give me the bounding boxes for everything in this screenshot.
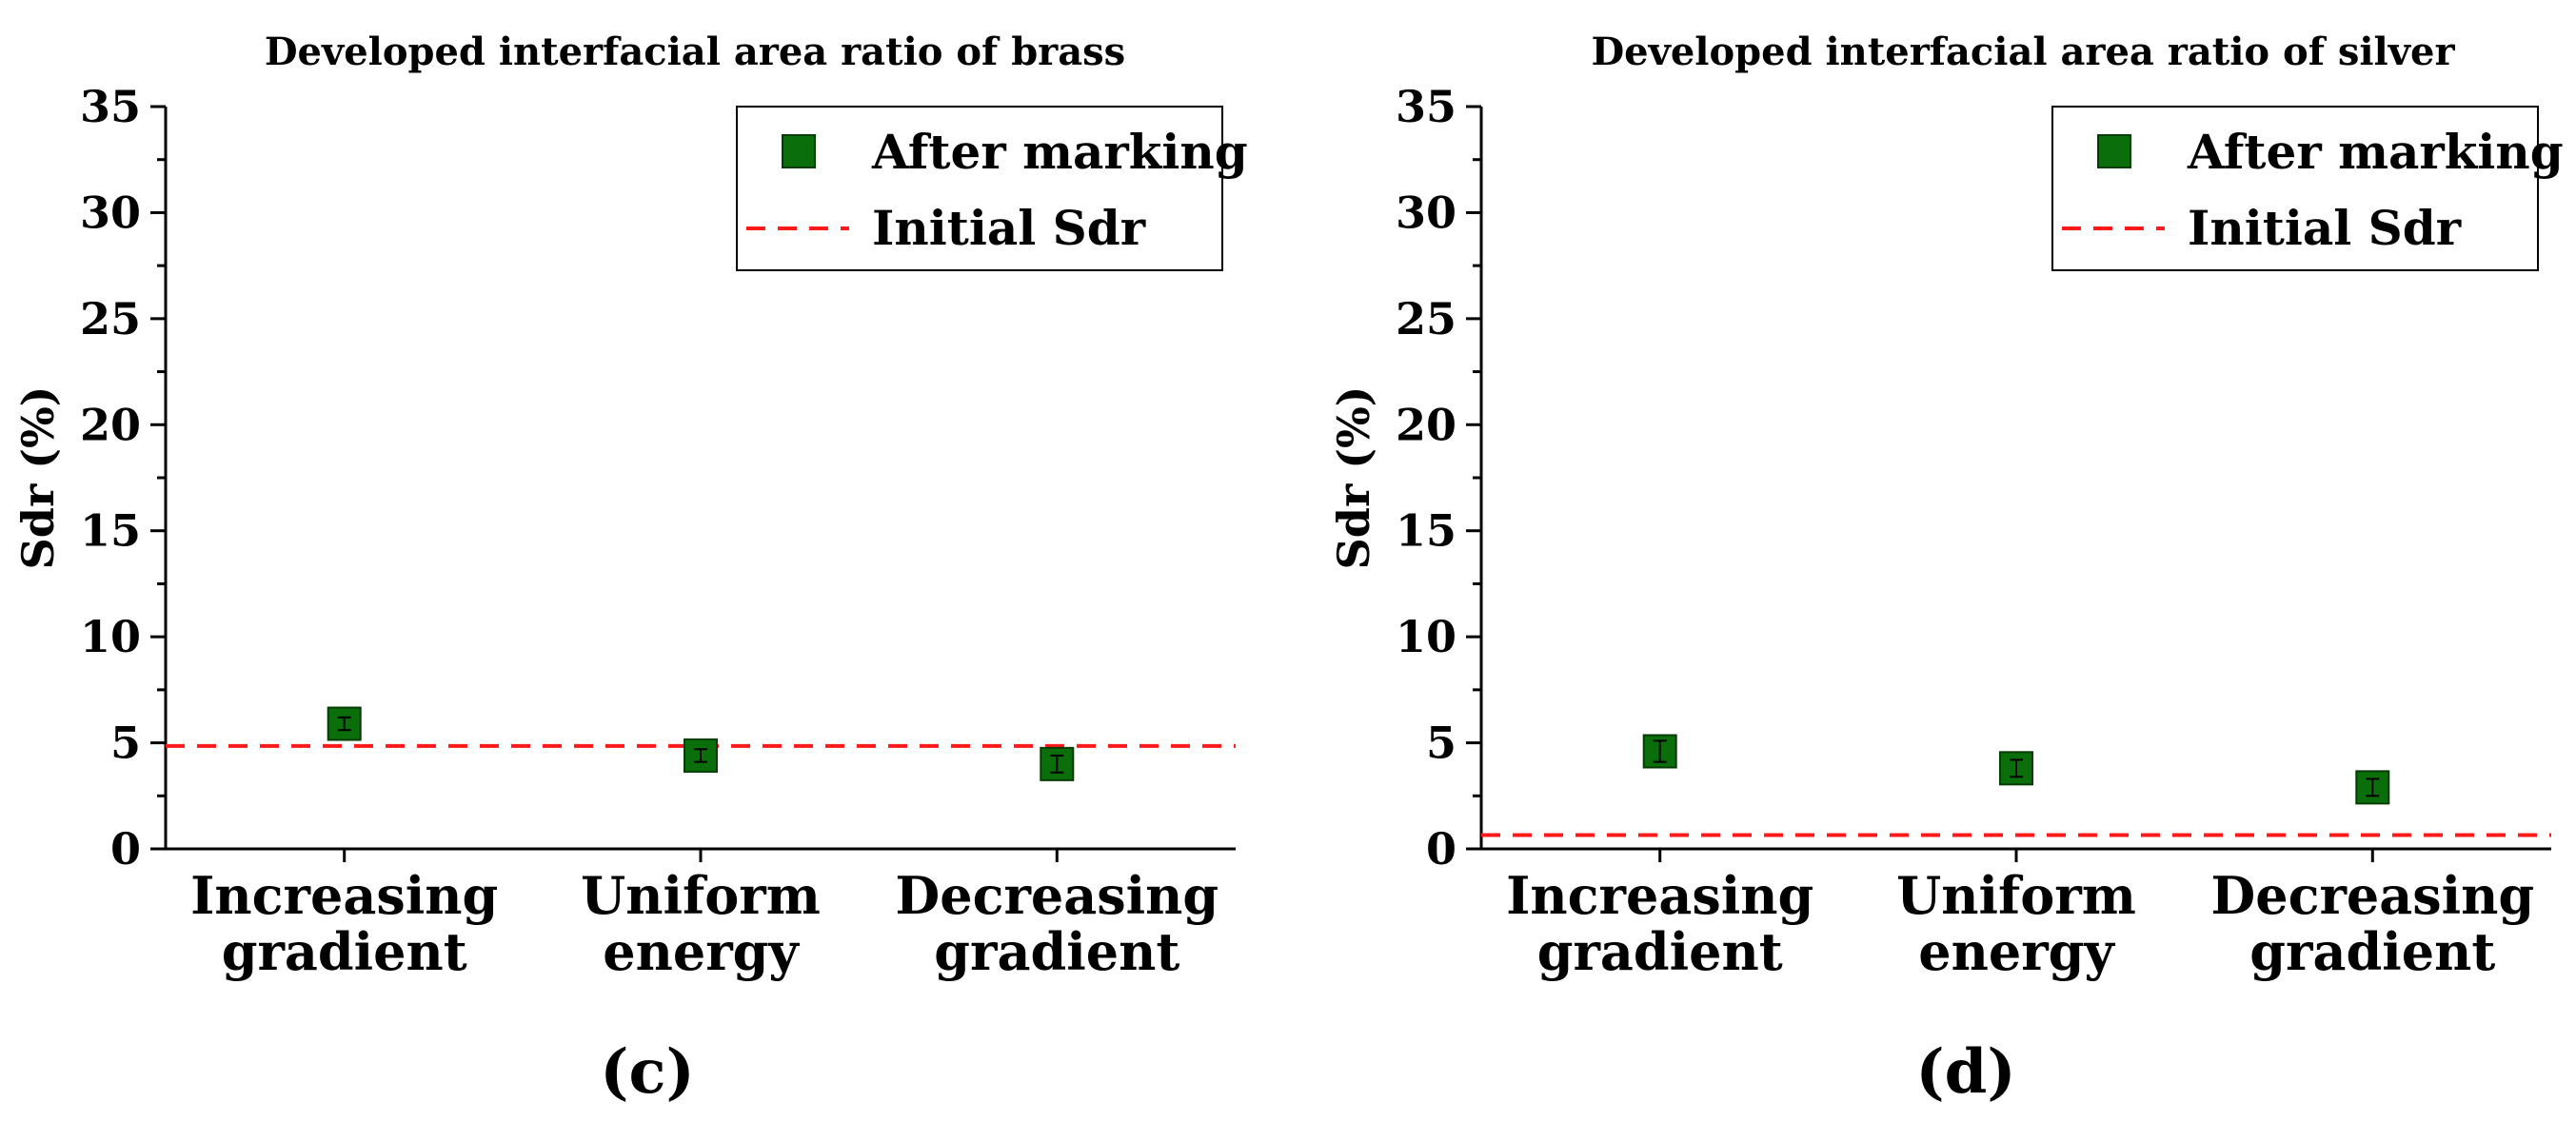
x-tick-label: gradient <box>222 921 467 982</box>
legend-label-after-marking: After marking <box>871 124 1248 180</box>
x-tick-label: Decreasing <box>2210 865 2534 926</box>
y-axis-label: Sdr (%) <box>12 386 64 570</box>
x-tick-label: Uniform <box>1896 865 2136 926</box>
y-tick-label: 30 <box>1396 187 1456 238</box>
y-tick-label: 25 <box>1396 293 1456 344</box>
y-tick-label: 5 <box>1426 718 1456 769</box>
chart-title: Developed interfacial area ratio of bras… <box>265 30 1125 74</box>
y-tick-label: 20 <box>80 399 141 450</box>
x-tick-label: gradient <box>934 921 1179 982</box>
x-tick-label: energy <box>603 921 800 982</box>
legend-label-initial-sdr: Initial Sdr <box>2188 200 2462 256</box>
x-tick-label: gradient <box>1537 921 1783 982</box>
legend-box <box>736 106 1223 271</box>
y-tick-label: 15 <box>80 505 141 557</box>
chart-panel-c: Developed interfacial area ratio of bras… <box>12 30 1248 1108</box>
panel-label: (c) <box>600 1036 695 1108</box>
panel-letter: c <box>629 1036 666 1108</box>
y-tick-label: 0 <box>110 823 141 875</box>
data-point <box>327 706 362 741</box>
legend-label-after-marking: After marking <box>2187 124 2564 180</box>
chart-panel-d: Developed interfacial area ratio of silv… <box>1328 30 2564 1108</box>
chart-title: Developed interfacial area ratio of silv… <box>1591 30 2455 74</box>
legend-box <box>2051 106 2539 271</box>
x-tick-label: Decreasing <box>895 865 1219 926</box>
x-tick-label: gradient <box>2249 921 2495 982</box>
y-tick-label: 25 <box>80 293 141 344</box>
legend-marker-after-marking <box>782 134 816 168</box>
y-tick-label: 0 <box>1426 823 1456 875</box>
panel-label: (d) <box>1915 1036 2015 1108</box>
y-tick-label: 30 <box>80 187 141 238</box>
y-tick-label: 20 <box>1396 399 1456 450</box>
legend: After marking Initial Sdr <box>736 106 1248 271</box>
panel-letter: d <box>1945 1036 1988 1108</box>
x-tick-label: Increasing <box>1506 865 1813 926</box>
legend: After marking Initial Sdr <box>2051 106 2564 271</box>
y-tick-label: 15 <box>1396 505 1456 557</box>
legend-label-initial-sdr: Initial Sdr <box>872 200 1146 256</box>
y-tick-label: 10 <box>80 611 141 662</box>
y-tick-label: 5 <box>110 718 141 769</box>
x-tick-label: energy <box>1918 921 2115 982</box>
legend-marker-after-marking <box>2097 134 2131 168</box>
y-axis-label: Sdr (%) <box>1328 386 1379 570</box>
y-tick-label: 35 <box>80 81 141 132</box>
x-tick-label: Uniform <box>581 865 821 926</box>
y-tick-label: 10 <box>1396 611 1456 662</box>
y-tick-label: 35 <box>1396 81 1456 132</box>
x-tick-label: Increasing <box>190 865 498 926</box>
